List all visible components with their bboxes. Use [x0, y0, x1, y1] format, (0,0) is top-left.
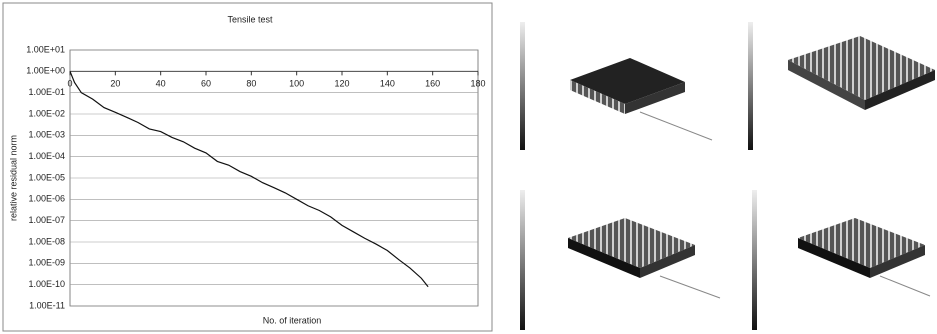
- color-bar: [520, 22, 525, 150]
- x-tick-label: 140: [380, 79, 395, 89]
- model-axis: [880, 276, 930, 296]
- color-bar: [752, 190, 757, 330]
- color-bar: [520, 190, 525, 330]
- chart-frame: [3, 3, 492, 331]
- y-tick-label: 1.00E+01: [26, 44, 65, 54]
- x-tick-label: 180: [470, 79, 485, 89]
- x-tick-label: 120: [334, 79, 349, 89]
- y-axis-label: relative residual norm: [8, 135, 18, 221]
- y-tick-label: 1.00E-03: [28, 130, 65, 140]
- y-tick-label: 1.00E-04: [28, 151, 65, 161]
- y-tick-label: 1.00E+00: [26, 66, 65, 76]
- x-tick-label: 100: [289, 79, 304, 89]
- y-tick-label: 1.00E-07: [28, 215, 65, 225]
- figure: Tensile test No. of iteration relative r…: [0, 0, 937, 334]
- color-bar: [748, 22, 753, 150]
- y-tick-label: 1.00E-06: [28, 194, 65, 204]
- chart-title: Tensile test: [227, 14, 273, 24]
- model-images: [520, 22, 935, 330]
- x-tick-label: 160: [425, 79, 440, 89]
- y-tick-label: 1.00E-02: [28, 108, 65, 118]
- model-top: [788, 36, 935, 100]
- x-axis-label: No. of iteration: [263, 315, 322, 325]
- y-tick-label: 1.00E-09: [28, 258, 65, 268]
- x-tick-label: 20: [110, 79, 120, 89]
- model-axis: [640, 112, 712, 140]
- x-tick-label: 80: [246, 79, 256, 89]
- y-tick-label: 1.00E-10: [28, 279, 65, 289]
- y-tick-label: 1.00E-11: [29, 300, 65, 310]
- x-tick-label: 40: [156, 79, 166, 89]
- x-tick-label: 0: [67, 79, 72, 89]
- y-tick-label: 1.00E-05: [28, 172, 65, 182]
- x-tick-label: 60: [201, 79, 211, 89]
- y-tick-label: 1.00E-01: [28, 87, 65, 97]
- y-tick-label: 1.00E-08: [28, 236, 65, 246]
- model-axis: [660, 276, 720, 298]
